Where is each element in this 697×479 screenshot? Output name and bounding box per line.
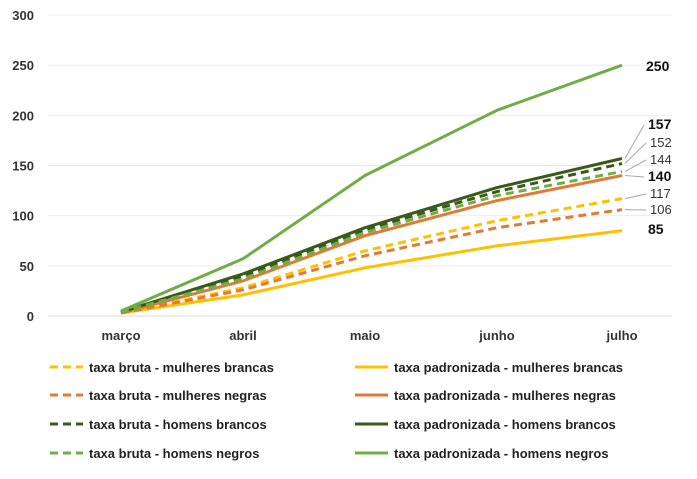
y-tick-label: 200 bbox=[12, 108, 34, 123]
data-label: 250 bbox=[646, 58, 670, 74]
legend-item: taxa bruta - homens negros bbox=[50, 446, 259, 461]
legend-item: taxa bruta - mulheres brancas bbox=[50, 360, 274, 375]
end-labels: 117 85 106 140 152 157 144 250 bbox=[624, 58, 672, 237]
data-label: 106 bbox=[650, 202, 672, 217]
data-label: 117 bbox=[650, 186, 671, 201]
y-tick-label: 150 bbox=[12, 159, 34, 174]
legend-item: taxa padronizada - mulheres negras bbox=[355, 388, 616, 403]
legend-item: taxa bruta - homens brancos bbox=[50, 417, 267, 432]
legend-item: taxa bruta - mulheres negras bbox=[50, 388, 267, 403]
legend-label: taxa bruta - homens brancos bbox=[89, 417, 267, 432]
legend-label: taxa padronizada - mulheres negras bbox=[394, 388, 616, 403]
end-label-leader bbox=[624, 124, 645, 159]
series-lines bbox=[120, 63, 623, 315]
legend-item: taxa padronizada - mulheres brancas bbox=[355, 360, 623, 375]
legend-item: taxa padronizada - homens brancos bbox=[355, 417, 616, 432]
x-tick-label: junho bbox=[478, 328, 514, 343]
y-tick-label: 250 bbox=[12, 58, 34, 73]
grid-lines bbox=[48, 14, 672, 317]
x-tick-label: julho bbox=[605, 328, 637, 343]
x-axis-ticks: março abril maio junho julho bbox=[101, 328, 637, 343]
legend-label: taxa padronizada - mulheres brancas bbox=[394, 360, 623, 375]
data-label: 85 bbox=[648, 221, 664, 237]
series-line bbox=[120, 208, 623, 315]
legend: taxa bruta - mulheres brancas taxa padron… bbox=[50, 360, 623, 461]
legend-item: taxa padronizada - homens negros bbox=[355, 446, 609, 461]
y-tick-label: 300 bbox=[12, 8, 34, 23]
x-tick-label: maio bbox=[350, 328, 380, 343]
series-line bbox=[120, 157, 623, 314]
data-label: 157 bbox=[648, 116, 672, 132]
legend-label: taxa padronizada - homens negros bbox=[394, 446, 609, 461]
legend-label: taxa bruta - mulheres brancas bbox=[89, 360, 274, 375]
y-tick-label: 50 bbox=[20, 259, 34, 274]
data-label: 140 bbox=[648, 168, 672, 184]
end-label-leader bbox=[624, 193, 647, 200]
series-line bbox=[120, 229, 623, 315]
series-line bbox=[120, 170, 623, 314]
data-label: 144 bbox=[650, 152, 672, 167]
series-line bbox=[120, 63, 623, 313]
y-axis-ticks: 0 50 100 150 200 250 300 bbox=[12, 8, 34, 324]
series-line bbox=[120, 174, 623, 315]
end-label-leader bbox=[624, 159, 647, 172]
x-tick-label: abril bbox=[229, 328, 256, 343]
end-label-leader bbox=[624, 175, 645, 178]
y-tick-label: 0 bbox=[27, 309, 34, 324]
y-tick-label: 100 bbox=[12, 209, 34, 224]
legend-label: taxa bruta - homens negros bbox=[89, 446, 259, 461]
data-label: 152 bbox=[650, 135, 672, 150]
x-tick-label: março bbox=[101, 328, 140, 343]
legend-label: taxa bruta - mulheres negras bbox=[89, 388, 267, 403]
legend-label: taxa padronizada - homens brancos bbox=[394, 417, 616, 432]
end-label-leader bbox=[624, 142, 647, 164]
